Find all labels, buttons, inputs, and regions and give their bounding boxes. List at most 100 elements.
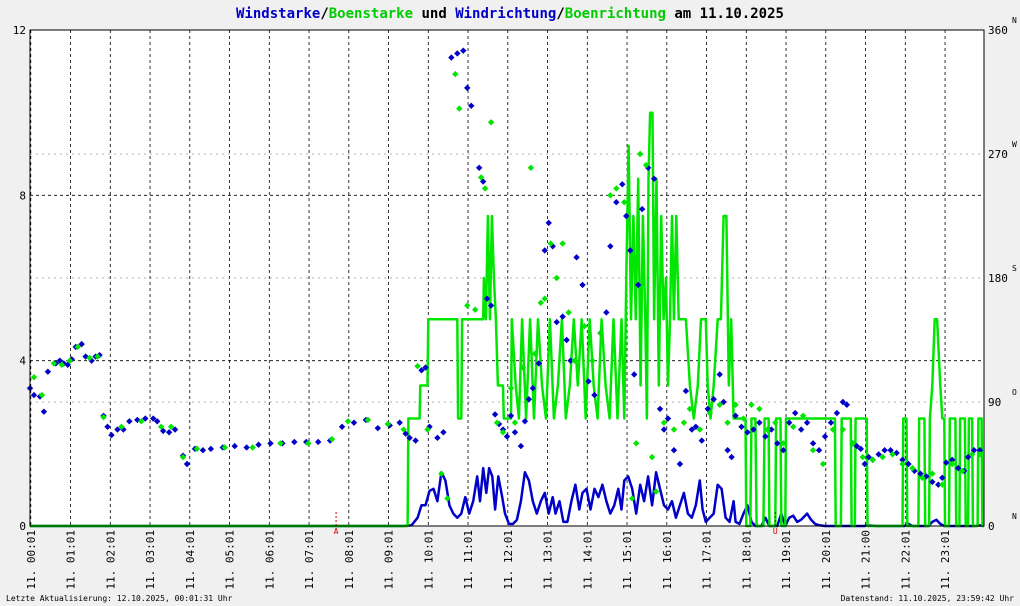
x-tick-label: 11. 23:01 (939, 530, 952, 590)
point-windrichtung (720, 398, 727, 406)
point-windrichtung (964, 453, 972, 461)
title-part: Windstarke (236, 6, 320, 22)
point-windrichtung (231, 442, 238, 450)
x-tick-label: 11. 14:01 (581, 530, 594, 590)
x-tick-label: 11. 03:01 (144, 530, 157, 590)
point-windrichtung (827, 419, 835, 426)
point-windrichtung (638, 205, 646, 213)
point-boenrichtung (629, 495, 636, 502)
point-windrichtung (634, 281, 642, 289)
title-part: Boenrichtung (565, 6, 666, 22)
chart-title: Windstarke/Boenstarke und Windrichtung/B… (236, 6, 784, 22)
point-windrichtung (682, 387, 690, 395)
point-boenrichtung (559, 240, 566, 247)
point-boenrichtung (519, 364, 527, 371)
point-boenrichtung (706, 409, 713, 417)
point-windrichtung (893, 449, 900, 457)
right-axis-ticks: 0 90 180 270 360 N O S W N (988, 16, 1017, 533)
point-windrichtung (517, 442, 525, 450)
point-boenrichtung (839, 426, 847, 433)
point-windrichtung (448, 54, 455, 61)
x-tick-label: 11. 00:01 (25, 530, 38, 590)
point-boenrichtung (344, 418, 352, 425)
event-marker-label: U (773, 527, 778, 536)
point-windrichtung (199, 447, 207, 454)
point-boenrichtung (384, 420, 391, 428)
x-tick-label: 11. 17:01 (701, 530, 714, 590)
point-boenrichtung (809, 447, 817, 454)
event-marker-label: A (334, 527, 339, 536)
point-boenrichtung (452, 70, 459, 78)
point-windrichtung (350, 419, 358, 426)
point-boenrichtung (364, 416, 372, 424)
point-boenrichtung (58, 361, 65, 368)
point-windrichtung (899, 456, 906, 464)
point-windrichtung (724, 447, 731, 454)
point-windrichtung (704, 405, 711, 413)
point-boenrichtung (100, 413, 107, 421)
point-boenrichtung (507, 385, 515, 392)
plot-frame (29, 29, 985, 527)
point-boenrichtung (553, 274, 560, 282)
point-windrichtung (585, 378, 592, 385)
series-line-boenstarke (30, 111, 984, 528)
point-windrichtung (267, 440, 274, 447)
y-tick-label-left: 8 (19, 189, 26, 202)
point-boenrichtung (607, 192, 614, 199)
point-windrichtung (507, 412, 515, 419)
x-tick-label: 11. 18:01 (740, 530, 753, 590)
point-boenrichtung (547, 240, 554, 247)
point-windrichtung (78, 340, 85, 348)
point-boenrichtung (799, 412, 807, 419)
point-windrichtung (676, 460, 684, 468)
x-axis-ticks: 11. 00:01 11. 01:01 11. 02:01 11. 03:01 11. … (25, 530, 952, 590)
point-windrichtung (881, 447, 888, 454)
point-windrichtung (670, 447, 678, 454)
point-windrichtung (44, 368, 52, 375)
point-windrichtung (716, 371, 723, 378)
point-boenrichtung (193, 445, 201, 453)
point-windrichtung (833, 409, 841, 417)
point-windrichtung (875, 451, 882, 458)
point-boenrichtung (919, 474, 926, 481)
x-tick-label: 11. 01:01 (65, 530, 78, 590)
point-windrichtung (821, 433, 829, 440)
point-boenrichtung (444, 495, 451, 502)
point-boenrichtung (949, 460, 956, 468)
point-windrichtung (660, 426, 668, 433)
point-windrichtung (422, 364, 429, 371)
point-windrichtung (853, 442, 860, 450)
point-boenrichtung (660, 419, 668, 426)
point-windrichtung (165, 429, 173, 436)
x-tick-label: 11. 13:01 (542, 530, 555, 590)
point-boenrichtung (66, 357, 73, 364)
point-boenrichtung (581, 323, 588, 330)
point-windrichtung (809, 440, 817, 447)
point-windrichtung (976, 447, 984, 454)
point-boenrichtung (636, 150, 644, 158)
title-part: und (413, 6, 455, 22)
x-tick-label: 11. 19:01 (780, 530, 793, 590)
point-windrichtung (815, 447, 823, 454)
point-boenrichtung (849, 440, 857, 447)
title-part: am 11.10.2025 (666, 6, 784, 22)
x-tick-label: 11. 10:01 (422, 530, 435, 590)
point-windrichtung (929, 478, 936, 486)
point-windrichtung (768, 426, 775, 433)
compass-label: O (1012, 388, 1017, 397)
point-boenrichtung (724, 419, 731, 426)
point-windrichtung (664, 415, 672, 422)
point-windrichtung (529, 385, 537, 392)
x-tick-label: 11. 15:01 (621, 530, 634, 590)
point-boenrichtung (50, 360, 58, 367)
point-windrichtung (744, 429, 751, 436)
point-windrichtung (418, 367, 425, 374)
point-windrichtung (619, 181, 626, 188)
point-boenrichtung (464, 302, 471, 309)
compass-label: N (1012, 16, 1017, 25)
point-boenrichtung (899, 460, 906, 468)
point-windrichtung (839, 398, 847, 406)
point-windrichtung (710, 396, 717, 403)
point-windrichtung (579, 281, 586, 289)
